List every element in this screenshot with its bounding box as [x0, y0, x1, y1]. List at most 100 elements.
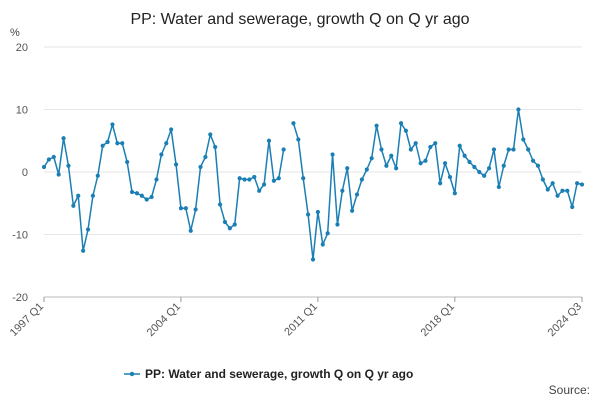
data-point[interactable]	[496, 184, 501, 190]
data-point[interactable]	[555, 193, 560, 198]
data-point[interactable]	[281, 147, 286, 152]
data-point[interactable]	[306, 212, 311, 217]
data-point[interactable]	[81, 248, 86, 253]
data-point[interactable]	[482, 173, 487, 178]
data-point[interactable]	[232, 222, 237, 227]
data-point[interactable]	[384, 163, 389, 168]
data-point[interactable]	[41, 164, 47, 170]
data-point[interactable]	[115, 141, 120, 146]
data-point[interactable]	[252, 174, 257, 180]
data-point[interactable]	[570, 204, 575, 210]
data-point[interactable]	[350, 208, 355, 213]
data-point[interactable]	[110, 122, 115, 127]
data-point[interactable]	[291, 121, 296, 126]
data-point[interactable]	[276, 176, 281, 181]
data-point[interactable]	[403, 128, 409, 133]
data-point[interactable]	[159, 152, 164, 157]
data-point[interactable]	[139, 193, 144, 198]
data-point[interactable]	[452, 191, 457, 196]
data-point[interactable]	[198, 164, 203, 170]
data-point[interactable]	[100, 143, 105, 148]
data-point[interactable]	[144, 197, 149, 202]
data-point[interactable]	[472, 164, 477, 170]
data-point[interactable]	[389, 153, 394, 158]
data-point[interactable]	[433, 141, 438, 146]
data-point[interactable]	[193, 207, 198, 212]
data-point[interactable]	[340, 188, 345, 193]
data-point[interactable]	[438, 181, 443, 186]
data-point[interactable]	[310, 257, 316, 262]
data-point[interactable]	[90, 193, 96, 198]
data-point[interactable]	[105, 139, 110, 145]
data-point[interactable]	[545, 187, 550, 192]
data-point[interactable]	[486, 166, 492, 171]
data-point[interactable]	[501, 163, 506, 168]
data-point[interactable]	[217, 202, 223, 207]
data-point[interactable]	[129, 189, 135, 195]
data-point[interactable]	[467, 159, 472, 165]
data-point[interactable]	[222, 219, 228, 225]
data-point[interactable]	[301, 176, 306, 181]
data-point[interactable]	[178, 206, 184, 211]
legend[interactable]: PP: Water and sewerage, growth Q on Q yr…	[124, 367, 413, 381]
data-point[interactable]	[325, 231, 330, 236]
data-point[interactable]	[95, 173, 100, 178]
data-point[interactable]	[271, 178, 276, 183]
data-point[interactable]	[335, 222, 340, 227]
data-point[interactable]	[315, 209, 320, 215]
data-point[interactable]	[247, 177, 252, 182]
data-point[interactable]	[477, 169, 482, 175]
data-point[interactable]	[237, 176, 242, 181]
data-point[interactable]	[183, 206, 188, 211]
data-point[interactable]	[66, 163, 71, 168]
data-point[interactable]	[394, 166, 399, 171]
data-point[interactable]	[154, 177, 159, 182]
data-point[interactable]	[408, 147, 413, 152]
data-point[interactable]	[413, 141, 418, 146]
data-point[interactable]	[369, 156, 374, 161]
data-point[interactable]	[491, 147, 497, 152]
data-point[interactable]	[51, 154, 56, 160]
data-point[interactable]	[46, 157, 51, 162]
data-point[interactable]	[540, 177, 545, 182]
data-point[interactable]	[423, 158, 428, 163]
data-point[interactable]	[213, 144, 218, 150]
data-point[interactable]	[447, 174, 453, 180]
data-point[interactable]	[575, 181, 580, 186]
data-point[interactable]	[330, 152, 335, 157]
data-point[interactable]	[359, 177, 365, 182]
data-point[interactable]	[320, 242, 325, 247]
data-point[interactable]	[364, 167, 369, 172]
data-point[interactable]	[374, 123, 379, 128]
data-point[interactable]	[462, 153, 467, 158]
data-point[interactable]	[511, 147, 516, 152]
data-point[interactable]	[345, 166, 350, 171]
data-point[interactable]	[379, 147, 384, 152]
data-point[interactable]	[203, 154, 208, 160]
data-point[interactable]	[261, 182, 267, 187]
data-point[interactable]	[85, 227, 91, 232]
data-point[interactable]	[535, 163, 541, 168]
data-point[interactable]	[257, 188, 262, 193]
data-point[interactable]	[457, 143, 462, 148]
data-point[interactable]	[398, 121, 404, 126]
data-point[interactable]	[565, 188, 570, 193]
data-point[interactable]	[173, 162, 179, 167]
data-point[interactable]	[169, 127, 174, 132]
data-point[interactable]	[242, 177, 247, 182]
data-point[interactable]	[506, 147, 511, 152]
data-point[interactable]	[61, 136, 66, 141]
data-point[interactable]	[71, 203, 76, 208]
data-point[interactable]	[521, 137, 526, 142]
data-point[interactable]	[526, 147, 531, 152]
data-point[interactable]	[149, 194, 154, 200]
data-point[interactable]	[550, 181, 555, 186]
data-point[interactable]	[76, 193, 81, 198]
data-point[interactable]	[442, 161, 448, 166]
data-point[interactable]	[579, 182, 585, 187]
data-point[interactable]	[530, 158, 536, 163]
data-point[interactable]	[164, 141, 169, 146]
data-point[interactable]	[134, 191, 140, 196]
data-point[interactable]	[418, 161, 423, 166]
data-point[interactable]	[227, 226, 232, 231]
